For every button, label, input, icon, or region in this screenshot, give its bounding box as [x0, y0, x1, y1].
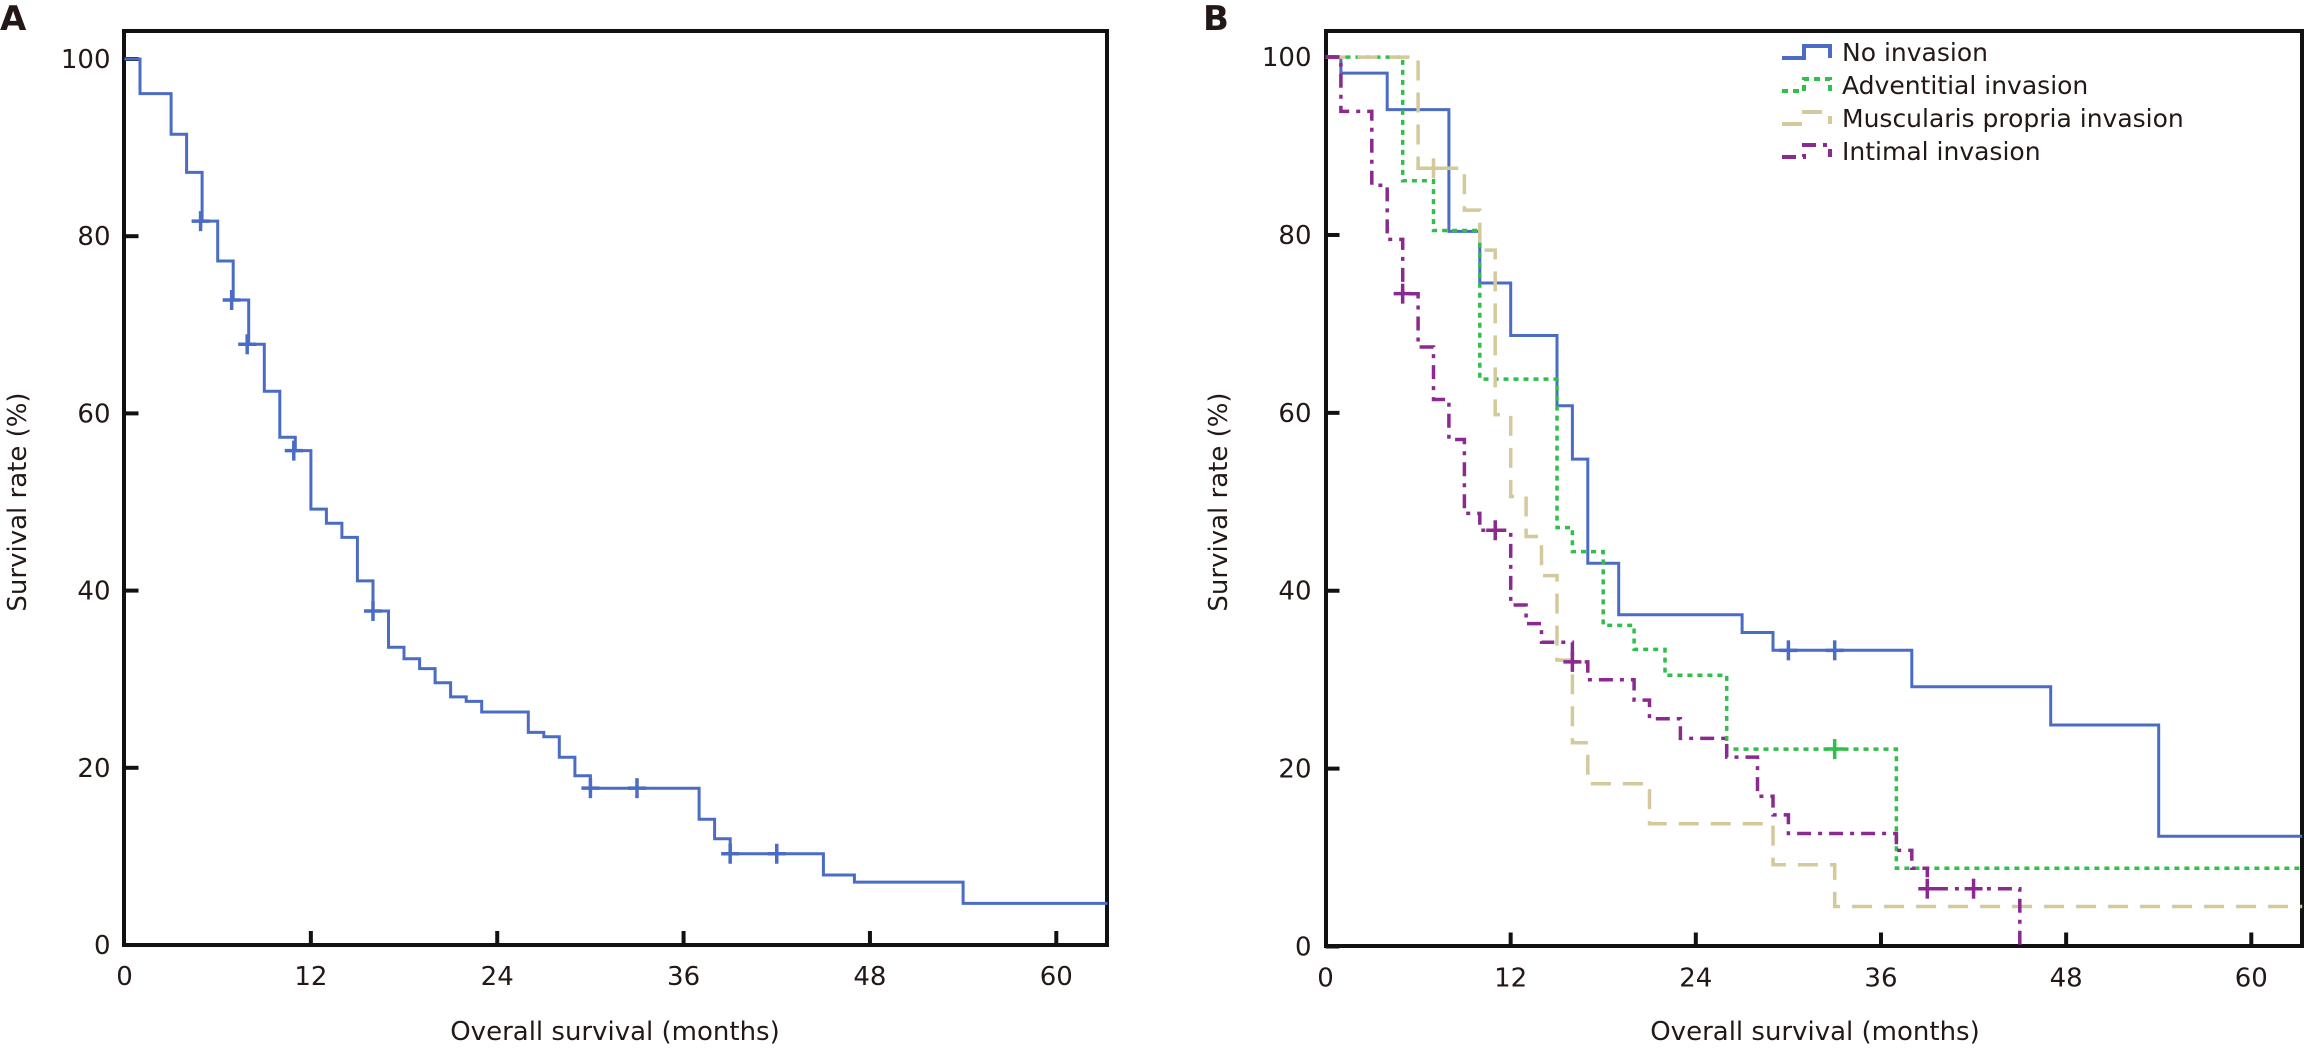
plot-frame-b [1324, 29, 2304, 948]
censor-mark [1563, 651, 1582, 672]
censor-mark [222, 289, 241, 310]
legend-label: Muscularis propria invasion [1842, 104, 2184, 133]
x-tick-label: 48 [853, 962, 886, 992]
series-line-muscularis-propria-invasion [1325, 55, 2303, 909]
legend-label: No invasion [1842, 38, 1988, 67]
x-tick-label: 24 [481, 962, 514, 992]
censor-mark [1964, 878, 1983, 899]
panel-label-b: B [1203, 0, 1229, 39]
series-group-a [124, 57, 1108, 905]
legend-item: Muscularis propria invasion [1782, 104, 2184, 133]
censor-mark [627, 778, 646, 799]
y-tick-label: 20 [77, 754, 110, 784]
series-line-intimal-invasion [1325, 55, 2022, 947]
censor-mark [1424, 158, 1443, 179]
panel-a: A 0 20 40 60 80 100 0 12 24 36 48 60 Overall survi… [0, 0, 1109, 1047]
legend-label: Intimal invasion [1842, 137, 2041, 166]
censor-mark [767, 843, 786, 864]
y-tick-label: 80 [1278, 221, 1311, 251]
censor-mark [363, 600, 382, 621]
legend-swatch [1782, 77, 1832, 93]
censor-mark [238, 334, 257, 355]
censor-mark [1825, 640, 1844, 661]
y-axis-title-b: Survival rate (%) [1204, 392, 1234, 611]
censor-mark [1825, 739, 1844, 760]
x-axis-title-a: Overall survival (months) [450, 1017, 780, 1047]
series-line-no-invasion [1325, 55, 2303, 838]
censor-mark [1918, 878, 1937, 899]
y-tick-label: 60 [1278, 399, 1311, 429]
series-group-b [1325, 55, 2303, 947]
x-tick-label: 36 [1864, 964, 1897, 994]
censor-mark [581, 778, 600, 799]
y-tick-label: 80 [77, 222, 110, 252]
x-tick-label: 36 [667, 962, 700, 992]
panel-label-a: A [0, 0, 27, 39]
x-tick-label: 24 [1679, 964, 1712, 994]
x-tick-label: 0 [1317, 964, 1334, 994]
y-axis-ticks-b: 0 20 40 60 80 100 [1262, 43, 1340, 963]
x-tick-label: 48 [2050, 964, 2083, 994]
x-tick-label: 12 [1494, 964, 1527, 994]
y-axis-ticks-a: 0 20 40 60 80 100 [61, 45, 139, 961]
y-tick-label: 0 [1295, 933, 1312, 963]
y-tick-label: 20 [1278, 755, 1311, 785]
legend-swatch [1782, 110, 1832, 126]
legend-item: Adventitial invasion [1782, 71, 2088, 100]
legend-swatch [1782, 143, 1832, 159]
panel-b: B 0 20 40 60 80 100 0 12 24 36 48 60 No invasion Ad… [1203, 0, 2304, 1047]
y-tick-label: 60 [77, 399, 110, 429]
x-axis-ticks-b: 0 12 24 36 48 60 [1317, 932, 2268, 994]
censor-mark [1393, 283, 1412, 304]
legend-label: Adventitial invasion [1842, 71, 2088, 100]
legend-item: No invasion [1782, 38, 1988, 67]
plot-frame-a [122, 29, 1109, 947]
y-axis-title-a: Survival rate (%) [3, 392, 33, 611]
censor-mark [284, 440, 303, 461]
y-tick-label: 40 [1278, 577, 1311, 607]
censor-mark [721, 843, 740, 864]
x-axis-ticks-a: 0 12 24 36 48 60 [116, 931, 1073, 992]
censor-mark [1779, 640, 1798, 661]
x-tick-label: 0 [116, 962, 133, 992]
legend-swatch [1782, 44, 1832, 60]
legend: No invasion Adventitial invasion Musculari… [1782, 38, 2184, 166]
x-tick-label: 60 [2235, 964, 2268, 994]
x-tick-label: 60 [1040, 962, 1073, 992]
series-line-adventitial-invasion [1325, 55, 2303, 870]
censor-mark [191, 211, 210, 232]
y-tick-label: 0 [94, 931, 111, 961]
series-line-all-patients [124, 57, 1108, 905]
y-tick-label: 100 [1262, 43, 1312, 73]
y-tick-label: 40 [77, 577, 110, 607]
legend-item: Intimal invasion [1782, 137, 2041, 166]
y-tick-label: 100 [61, 45, 111, 75]
x-axis-title-b: Overall survival (months) [1650, 1017, 1980, 1047]
x-tick-label: 12 [294, 962, 327, 992]
censor-mark [1486, 520, 1505, 541]
